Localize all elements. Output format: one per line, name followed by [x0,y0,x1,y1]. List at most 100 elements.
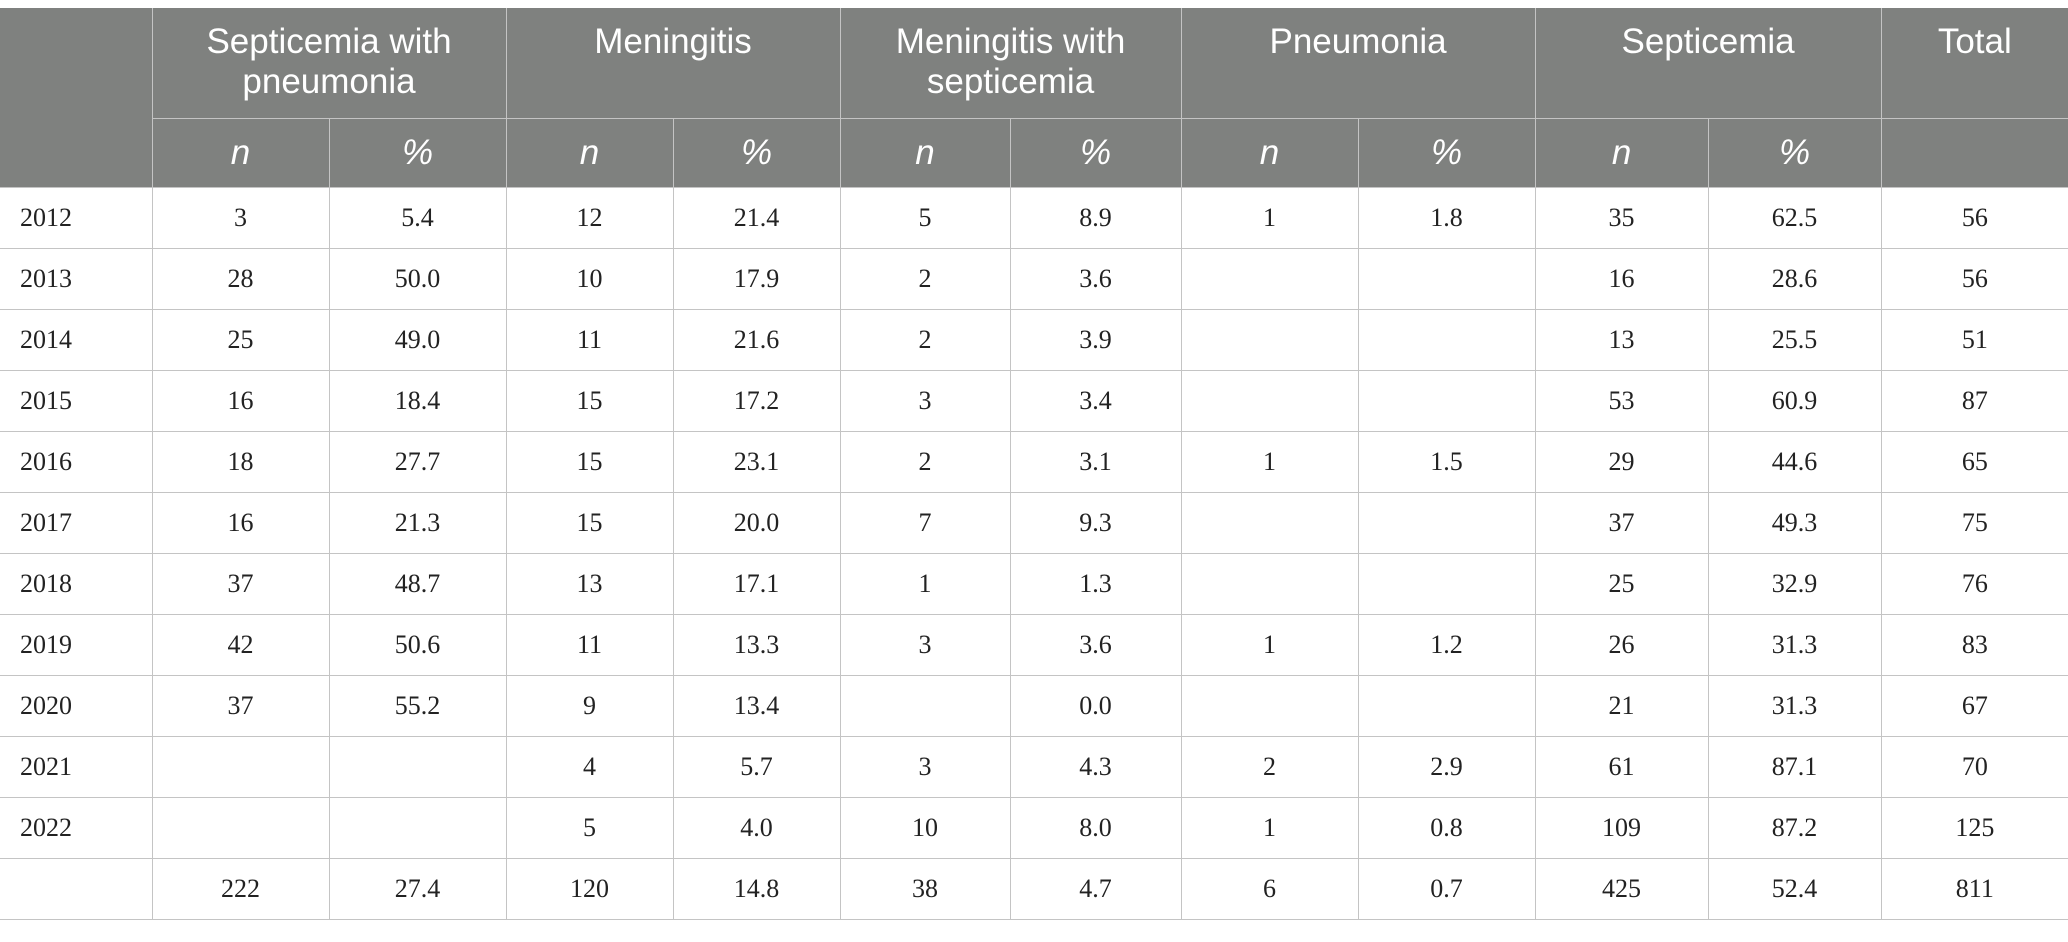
header-meningitis-with-septicemia: Meningitis with septicemia [839,8,1182,119]
table-cell: 25.5 [1707,308,1882,371]
year-cell: 2016 [0,430,153,493]
table-cell [1180,247,1359,310]
total-cell: 65 [1880,430,2068,493]
table-cell: 87.1 [1707,735,1882,798]
table-cell: 18.4 [328,369,507,432]
table-cell: 53 [1534,369,1709,432]
table-cell: 3 [839,613,1011,676]
year-cell: 2022 [0,796,153,859]
table-cell: 0.8 [1357,796,1536,859]
table-cell: 38 [839,857,1011,920]
table-cell: 32.9 [1707,552,1882,615]
table-cell [1357,369,1536,432]
table-cell [1357,674,1536,737]
table-row: 2019 42 50.6 11 13.3 3 3.6 1 1.2 26 31.3… [0,613,2068,676]
table-row: 2017 16 21.3 15 20.0 7 9.3 37 49.3 75 [0,491,2068,554]
table-cell: 17.1 [672,552,841,615]
table-cell: 8.9 [1009,187,1182,249]
table-cell: 3.6 [1009,613,1182,676]
table-row: 2015 16 18.4 15 17.2 3 3.4 53 60.9 87 [0,369,2068,432]
table-cell: 13.4 [672,674,841,737]
table-cell: 12 [505,187,674,249]
table-cell: 42 [151,613,330,676]
table-cell: 3 [839,735,1011,798]
table-cell: 21 [1534,674,1709,737]
table-cell [151,735,330,798]
year-cell: 2017 [0,491,153,554]
subheader-n: n [505,117,674,188]
table-row: 2021 4 5.7 3 4.3 2 2.9 61 87.1 70 [0,735,2068,798]
table-cell: 5.4 [328,187,507,249]
table-cell: 18 [151,430,330,493]
table-cell: 3 [151,187,330,249]
table-cell: 3.4 [1009,369,1182,432]
table-cell: 60.9 [1707,369,1882,432]
table-cell: 222 [151,857,330,920]
header-total: Total [1880,8,2068,119]
table-cell: 1 [1180,187,1359,249]
table-cell: 1.3 [1009,552,1182,615]
table-cell: 10 [505,247,674,310]
table-cell: 50.6 [328,613,507,676]
table-cell: 21.4 [672,187,841,249]
table-cell: 20.0 [672,491,841,554]
table-cell: 13.3 [672,613,841,676]
table-cell [1180,308,1359,371]
year-cell: 2020 [0,674,153,737]
totals-row: 222 27.4 120 14.8 38 4.7 6 0.7 425 52.4 … [0,857,2068,920]
table-cell: 21.3 [328,491,507,554]
table-cell: 23.1 [672,430,841,493]
table-cell: 48.7 [328,552,507,615]
table-cell: 11 [505,613,674,676]
table-cell: 49.0 [328,308,507,371]
subheader-n: n [152,117,330,188]
header-pneumonia: Pneumonia [1180,8,1536,119]
table-cell: 4 [505,735,674,798]
total-cell: 87 [1880,369,2068,432]
header-meningitis: Meningitis [505,8,841,119]
year-cell: 2015 [0,369,153,432]
table-cell: 16 [1534,247,1709,310]
table-cell: 2 [839,247,1011,310]
table-cell: 120 [505,857,674,920]
subheader-total-empty [1880,117,2068,188]
subheader-n: n [1534,117,1709,188]
table-cell: 1.8 [1357,187,1536,249]
table-cell: 21.6 [672,308,841,371]
header-row-subcolumns: n % n % n % n % n % [0,117,2068,188]
subheader-percent: % [672,117,841,188]
table-cell: 3.9 [1009,308,1182,371]
table-cell: 9.3 [1009,491,1182,554]
table-cell [1357,552,1536,615]
header-septicemia: Septicemia [1534,8,1882,119]
table-cell: 26 [1534,613,1709,676]
table-cell: 1.2 [1357,613,1536,676]
header-row-groups: Septicemia with pneumonia Meningitis Men… [0,8,2068,188]
table-cell: 37 [1534,491,1709,554]
table-body: 2012 3 5.4 12 21.4 5 8.9 1 1.8 35 62.5 5… [0,187,2068,920]
table-row: 2013 28 50.0 10 17.9 2 3.6 16 28.6 56 [0,247,2068,310]
total-cell: 51 [1880,308,2068,371]
table-cell: 0.0 [1009,674,1182,737]
subheader-percent: % [1009,117,1182,188]
table-cell: 1 [1180,613,1359,676]
table-cell [1180,369,1359,432]
table-cell: 9 [505,674,674,737]
table-cell: 7 [839,491,1011,554]
table-cell: 3.6 [1009,247,1182,310]
table-cell: 109 [1534,796,1709,859]
table-cell: 6 [1180,857,1359,920]
table-cell [1180,674,1359,737]
table-row: 2016 18 27.7 15 23.1 2 3.1 1 1.5 29 44.6… [0,430,2068,493]
total-cell: 67 [1880,674,2068,737]
table-cell: 425 [1534,857,1709,920]
table-cell: 3 [839,369,1011,432]
table-row: 2020 37 55.2 9 13.4 0.0 21 31.3 67 [0,674,2068,737]
table-cell: 15 [505,369,674,432]
table-cell: 37 [151,552,330,615]
total-cell: 811 [1880,857,2068,920]
table-cell: 15 [505,491,674,554]
year-cell: 2021 [0,735,153,798]
table-cell: 5.7 [672,735,841,798]
table-cell: 5 [505,796,674,859]
